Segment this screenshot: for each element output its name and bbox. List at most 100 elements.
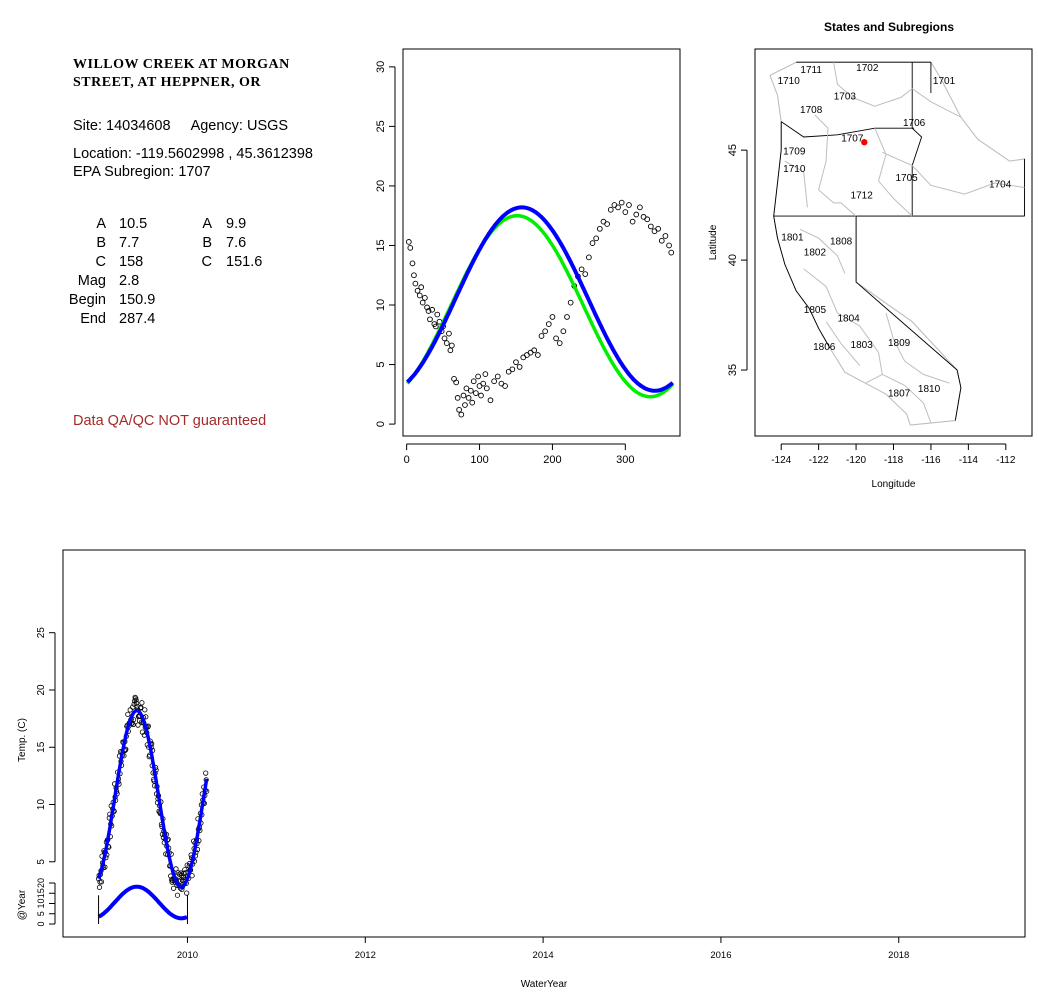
data-point (96, 872, 102, 879)
data-point (169, 877, 175, 883)
param-value: 2.8 (119, 273, 140, 289)
data-point (96, 884, 103, 890)
data-point (113, 797, 119, 803)
data-point (133, 697, 139, 703)
data-point (117, 770, 123, 777)
data-point (126, 723, 132, 729)
data-point (116, 753, 123, 759)
data-point (476, 383, 483, 389)
data-point (161, 828, 167, 834)
data-point (110, 799, 116, 806)
data-point (607, 206, 614, 213)
data-point (190, 856, 196, 862)
data-point (130, 704, 136, 710)
data-point (179, 886, 185, 893)
data-point (104, 852, 110, 858)
annual-fit-curve (97, 884, 188, 921)
data-point (152, 783, 158, 789)
data-point (153, 791, 160, 797)
data-point (155, 796, 161, 802)
data-point (432, 323, 439, 330)
data-point (524, 352, 530, 358)
x-tick-label: 2014 (533, 950, 554, 961)
data-point (106, 844, 112, 850)
data-point (127, 707, 133, 713)
param-value: 287.4 (119, 311, 156, 327)
param-label: C (201, 254, 212, 270)
data-point (637, 204, 643, 211)
coastline (769, 61, 956, 426)
data-point (110, 806, 116, 812)
y-tick-label: 25 (36, 627, 47, 639)
data-point (201, 800, 207, 807)
data-point (157, 810, 163, 817)
y-axis-title: Temp. (C) (17, 718, 28, 762)
data-point (141, 732, 147, 738)
data-point (458, 411, 465, 418)
data-point (137, 705, 144, 711)
data-point (441, 335, 448, 342)
data-point (189, 855, 195, 861)
data-point (647, 223, 654, 230)
data-point (172, 876, 179, 882)
param-label: B (96, 235, 106, 251)
data-point (150, 770, 156, 776)
data-point (128, 717, 134, 723)
data-point (145, 723, 151, 729)
data-point (123, 746, 129, 752)
data-point (505, 368, 512, 375)
data-point (431, 321, 438, 327)
data-point (149, 762, 155, 769)
station-name-line2: STREET, AT HEPPNER, OR (73, 75, 261, 90)
data-point (112, 781, 118, 787)
subregion-label: 1703 (834, 92, 857, 103)
y-axis-title: Latitude (708, 224, 719, 260)
data-point (100, 865, 107, 871)
data-point (662, 233, 669, 239)
fit-curve-blue (405, 205, 675, 393)
data-point (411, 272, 417, 279)
data-point (200, 797, 206, 803)
data-point (102, 864, 108, 870)
data-point (98, 868, 104, 874)
data-point (113, 785, 119, 791)
data-point (168, 873, 174, 879)
subregion-label: 1702 (856, 63, 879, 74)
data-point (159, 823, 165, 830)
data-point (200, 800, 206, 806)
param-value: 7.6 (226, 235, 247, 251)
data-point (149, 741, 155, 747)
data-point (176, 871, 182, 877)
data-point (177, 885, 183, 891)
data-point (147, 738, 153, 744)
data-point (412, 280, 419, 287)
data-point (134, 706, 141, 712)
border-id-west (911, 62, 923, 217)
agency: Agency: USGS (190, 118, 289, 134)
data-point (112, 794, 118, 800)
data-point (108, 803, 114, 809)
subregion-label: 1706 (903, 118, 926, 129)
data-point (416, 292, 423, 299)
data-point (142, 707, 148, 713)
data-point (129, 720, 135, 726)
data-point (146, 753, 152, 760)
data-point (409, 260, 416, 267)
data-point (171, 885, 177, 891)
subregion-border (874, 128, 913, 217)
data-point (173, 866, 179, 872)
param-label: End (80, 311, 106, 327)
data-point (604, 221, 610, 227)
data-point (198, 820, 204, 826)
x-tick-label: -116 (921, 455, 941, 466)
subregion-border (865, 373, 932, 423)
data-point (105, 837, 111, 843)
x-tick-label: -122 (809, 455, 829, 466)
subregion-border (885, 312, 950, 384)
subregion-border (833, 202, 857, 217)
data-point (134, 703, 140, 710)
data-point (136, 718, 143, 724)
data-point (191, 838, 197, 844)
subregion-border (882, 151, 913, 166)
data-point (140, 714, 146, 721)
